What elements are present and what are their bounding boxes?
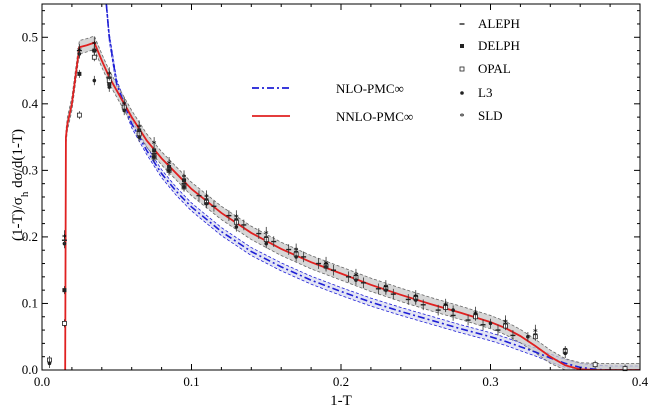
data-point-sld: * bbox=[294, 246, 299, 257]
data-point-sld: * bbox=[264, 230, 269, 241]
data-point-sld: * bbox=[413, 293, 418, 304]
data-point-sld: * bbox=[324, 260, 329, 271]
legend-marker-opal bbox=[459, 66, 465, 72]
data-point-sld: * bbox=[62, 233, 67, 244]
data-point-delph bbox=[77, 71, 82, 76]
y-tick-label: 0.4 bbox=[22, 96, 39, 111]
legend-marker-sld: * bbox=[460, 112, 465, 123]
data-point-l3 bbox=[234, 225, 239, 229]
data-point-sld: * bbox=[353, 272, 358, 283]
y-axis-label: (1-T)/σh dσ/d(1-T) bbox=[10, 129, 31, 241]
data-point-sld: * bbox=[107, 70, 112, 81]
data-point-l3 bbox=[563, 351, 568, 356]
y-tick-label: 0.0 bbox=[22, 362, 38, 377]
data-point-opal bbox=[76, 112, 82, 118]
x-tick-label: 0.2 bbox=[333, 374, 349, 389]
data-point-l3 bbox=[264, 241, 269, 246]
band-edge-lower bbox=[64, 48, 640, 370]
plot-frame bbox=[41, 3, 641, 371]
data-point-sld: * bbox=[443, 301, 448, 312]
data-point-opal bbox=[592, 362, 598, 368]
data-point-sld: * bbox=[533, 327, 538, 338]
data-point-sld: * bbox=[167, 160, 172, 171]
y-tick-label: 0.1 bbox=[22, 295, 38, 310]
data-point-sld: * bbox=[122, 100, 127, 111]
y-tick-label: 0.3 bbox=[22, 162, 38, 177]
x-tick-label: 0.4 bbox=[632, 374, 649, 389]
data-point-sld: * bbox=[234, 213, 239, 224]
band-edge-upper bbox=[64, 35, 640, 364]
legend-label-nnlo: NNLO-PMC∞ bbox=[336, 109, 413, 124]
data-point-sld: * bbox=[182, 173, 187, 184]
legend-label-l3: L3 bbox=[478, 85, 492, 100]
x-tick-label: 0.1 bbox=[183, 374, 199, 389]
data-point-sld: * bbox=[204, 193, 209, 204]
data-point-l3 bbox=[107, 85, 112, 89]
legend-label-nlo: NLO-PMC∞ bbox=[336, 81, 404, 96]
data-point-opal bbox=[62, 321, 67, 326]
data-point-l3 bbox=[47, 361, 52, 366]
legend-label-sld: SLD bbox=[478, 108, 503, 123]
nnlo-curve bbox=[64, 41, 640, 370]
data-point-sld: * bbox=[92, 40, 97, 51]
y-tick-label: 0.5 bbox=[22, 29, 38, 44]
x-tick-label: 0.0 bbox=[34, 374, 50, 389]
data-point-opal bbox=[91, 54, 97, 60]
data-point-sld: * bbox=[473, 309, 478, 320]
data-point-sld: * bbox=[77, 47, 82, 58]
data-point-l3 bbox=[182, 185, 186, 189]
data-point-sld: * bbox=[137, 123, 142, 134]
legend-label-delph: DELPH bbox=[478, 38, 520, 53]
legend-marker-delph bbox=[460, 44, 464, 48]
legend-label-aleph: ALEPH bbox=[478, 16, 520, 31]
data-point-l3 bbox=[488, 321, 493, 326]
data-point-l3 bbox=[526, 334, 530, 339]
data-point-sld: * bbox=[383, 283, 388, 294]
legend-marker-l3 bbox=[460, 91, 464, 95]
data-point-l3 bbox=[137, 135, 141, 139]
data-point-sld: * bbox=[503, 318, 508, 329]
data-point-l3 bbox=[152, 155, 156, 159]
y-tick-label: 0.2 bbox=[22, 229, 38, 244]
nlo-curve bbox=[105, 4, 640, 370]
legend-label-opal: OPAL bbox=[478, 61, 511, 76]
x-axis-label: 1-T bbox=[330, 393, 352, 409]
data-point-sld: * bbox=[152, 140, 157, 151]
data-point-delph bbox=[62, 288, 67, 293]
data-point-opal bbox=[622, 366, 628, 372]
x-tick-label: 0.3 bbox=[482, 374, 498, 389]
data-point-l3 bbox=[451, 308, 455, 312]
data-point-l3 bbox=[92, 78, 97, 83]
